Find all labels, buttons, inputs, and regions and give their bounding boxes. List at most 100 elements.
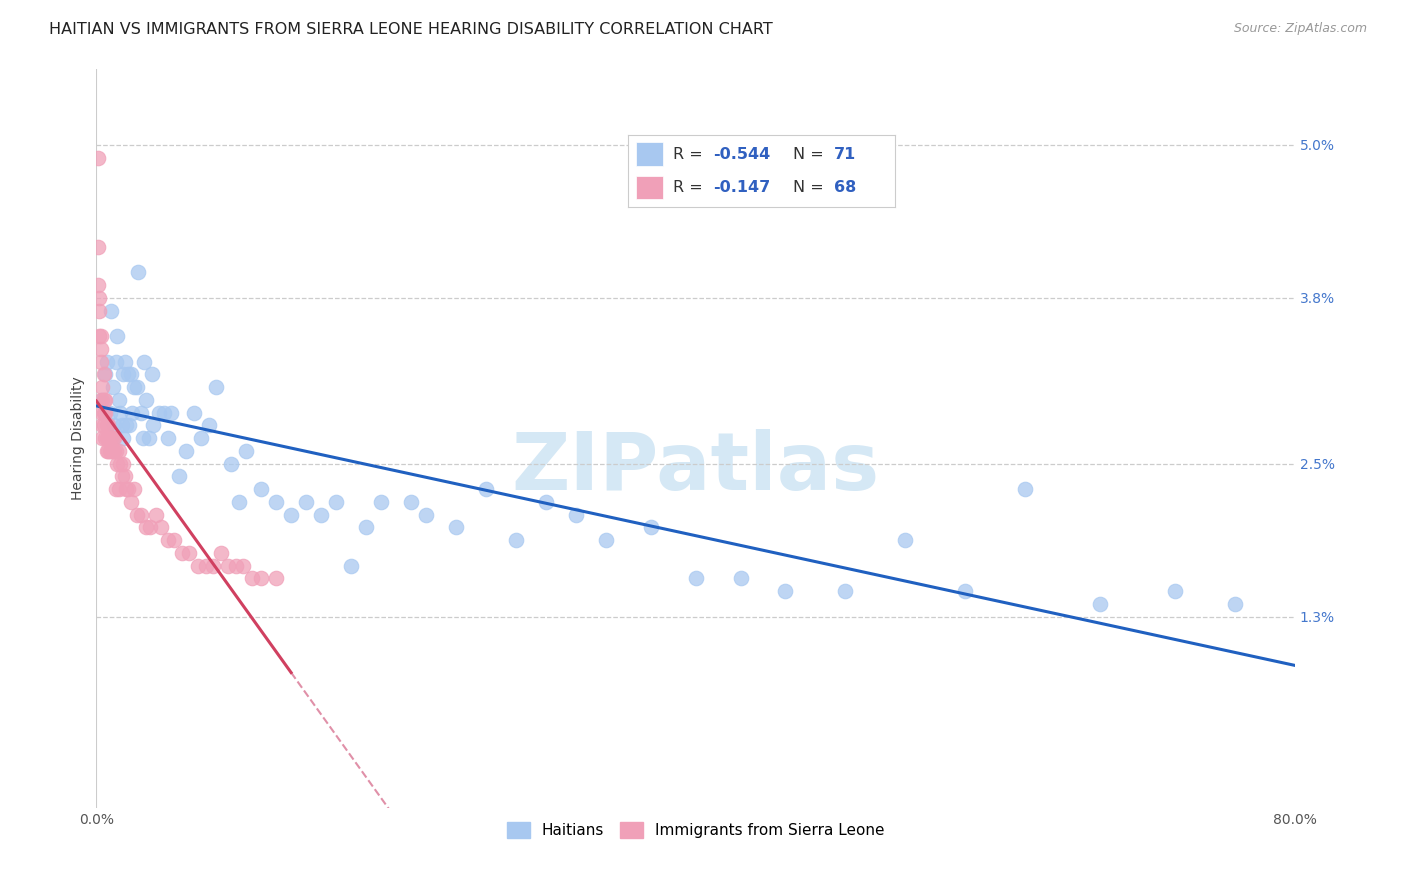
Text: Source: ZipAtlas.com: Source: ZipAtlas.com [1233, 22, 1367, 36]
Point [129, 508, 152, 522]
Point [90, 342, 112, 356]
Point [110, 406, 132, 420]
Point [114, 354, 136, 368]
Point [94, 431, 117, 445]
Point [100, 303, 122, 318]
Point [138, 431, 160, 445]
Point [98, 406, 121, 420]
FancyBboxPatch shape [636, 176, 662, 200]
Text: HAITIAN VS IMMIGRANTS FROM SIERRA LEONE HEARING DISABILITY CORRELATION CHART: HAITIAN VS IMMIGRANTS FROM SIERRA LEONE … [49, 22, 773, 37]
Point [111, 469, 134, 483]
Point [89, 291, 111, 305]
Point [91, 392, 114, 407]
Point [235, 443, 257, 458]
Y-axis label: Hearing Disability: Hearing Disability [72, 376, 86, 500]
Point [127, 265, 149, 279]
Point [139, 520, 162, 534]
Point [98, 443, 121, 458]
Point [100, 443, 122, 458]
Point [219, 457, 242, 471]
Text: R =: R = [673, 147, 709, 161]
Point [205, 380, 228, 394]
Point [101, 380, 124, 394]
Point [141, 368, 163, 382]
Point [89, 303, 111, 318]
Point [104, 482, 127, 496]
Point [340, 558, 363, 573]
Point [174, 443, 197, 458]
Point [110, 457, 132, 471]
Point [135, 392, 157, 407]
Point [217, 558, 239, 573]
Point [135, 520, 157, 534]
Point [98, 431, 121, 445]
Point [157, 533, 180, 547]
Point [90, 354, 112, 368]
Point [953, 584, 976, 599]
Point [685, 571, 707, 585]
Point [97, 418, 120, 433]
Point [117, 482, 139, 496]
Point [228, 495, 250, 509]
Point [93, 368, 115, 382]
Point [775, 584, 797, 599]
Point [91, 431, 114, 445]
Point [1088, 597, 1111, 611]
Point [112, 457, 135, 471]
Point [295, 495, 318, 509]
Point [232, 558, 254, 573]
Point [250, 571, 273, 585]
Point [105, 329, 128, 343]
Point [240, 571, 263, 585]
Point [100, 431, 122, 445]
Point [167, 469, 190, 483]
Point [190, 431, 212, 445]
Point [834, 584, 856, 599]
Point [108, 443, 131, 458]
Text: 71: 71 [834, 147, 856, 161]
Point [564, 508, 586, 522]
Text: -0.544: -0.544 [713, 147, 770, 161]
Point [91, 406, 114, 420]
Point [117, 368, 139, 382]
Point [1223, 597, 1246, 611]
Point [101, 443, 124, 458]
Point [354, 520, 377, 534]
Point [103, 443, 125, 458]
Point [115, 482, 138, 496]
Point [1014, 482, 1036, 496]
Point [120, 495, 142, 509]
Point [112, 368, 135, 382]
Point [894, 533, 917, 547]
Point [90, 392, 112, 407]
Point [121, 406, 143, 420]
Point [142, 418, 165, 433]
Point [87, 151, 110, 165]
Point [183, 406, 205, 420]
Point [225, 558, 247, 573]
Point [129, 406, 152, 420]
Point [115, 418, 138, 433]
Point [91, 418, 114, 433]
Point [148, 406, 170, 420]
Point [118, 418, 141, 433]
Point [325, 495, 347, 509]
Point [280, 508, 302, 522]
Point [93, 392, 115, 407]
Point [125, 380, 148, 394]
Point [103, 418, 125, 433]
Point [94, 406, 117, 420]
Point [94, 392, 117, 407]
Point [96, 443, 118, 458]
Text: ZIPatlas: ZIPatlas [512, 429, 880, 507]
Point [640, 520, 662, 534]
FancyBboxPatch shape [636, 143, 662, 166]
Point [96, 431, 118, 445]
Point [163, 533, 186, 547]
Point [1164, 584, 1187, 599]
Point [114, 469, 136, 483]
Point [122, 380, 145, 394]
Point [370, 495, 392, 509]
Legend: Haitians, Immigrants from Sierra Leone: Haitians, Immigrants from Sierra Leone [501, 816, 890, 845]
Point [96, 418, 118, 433]
